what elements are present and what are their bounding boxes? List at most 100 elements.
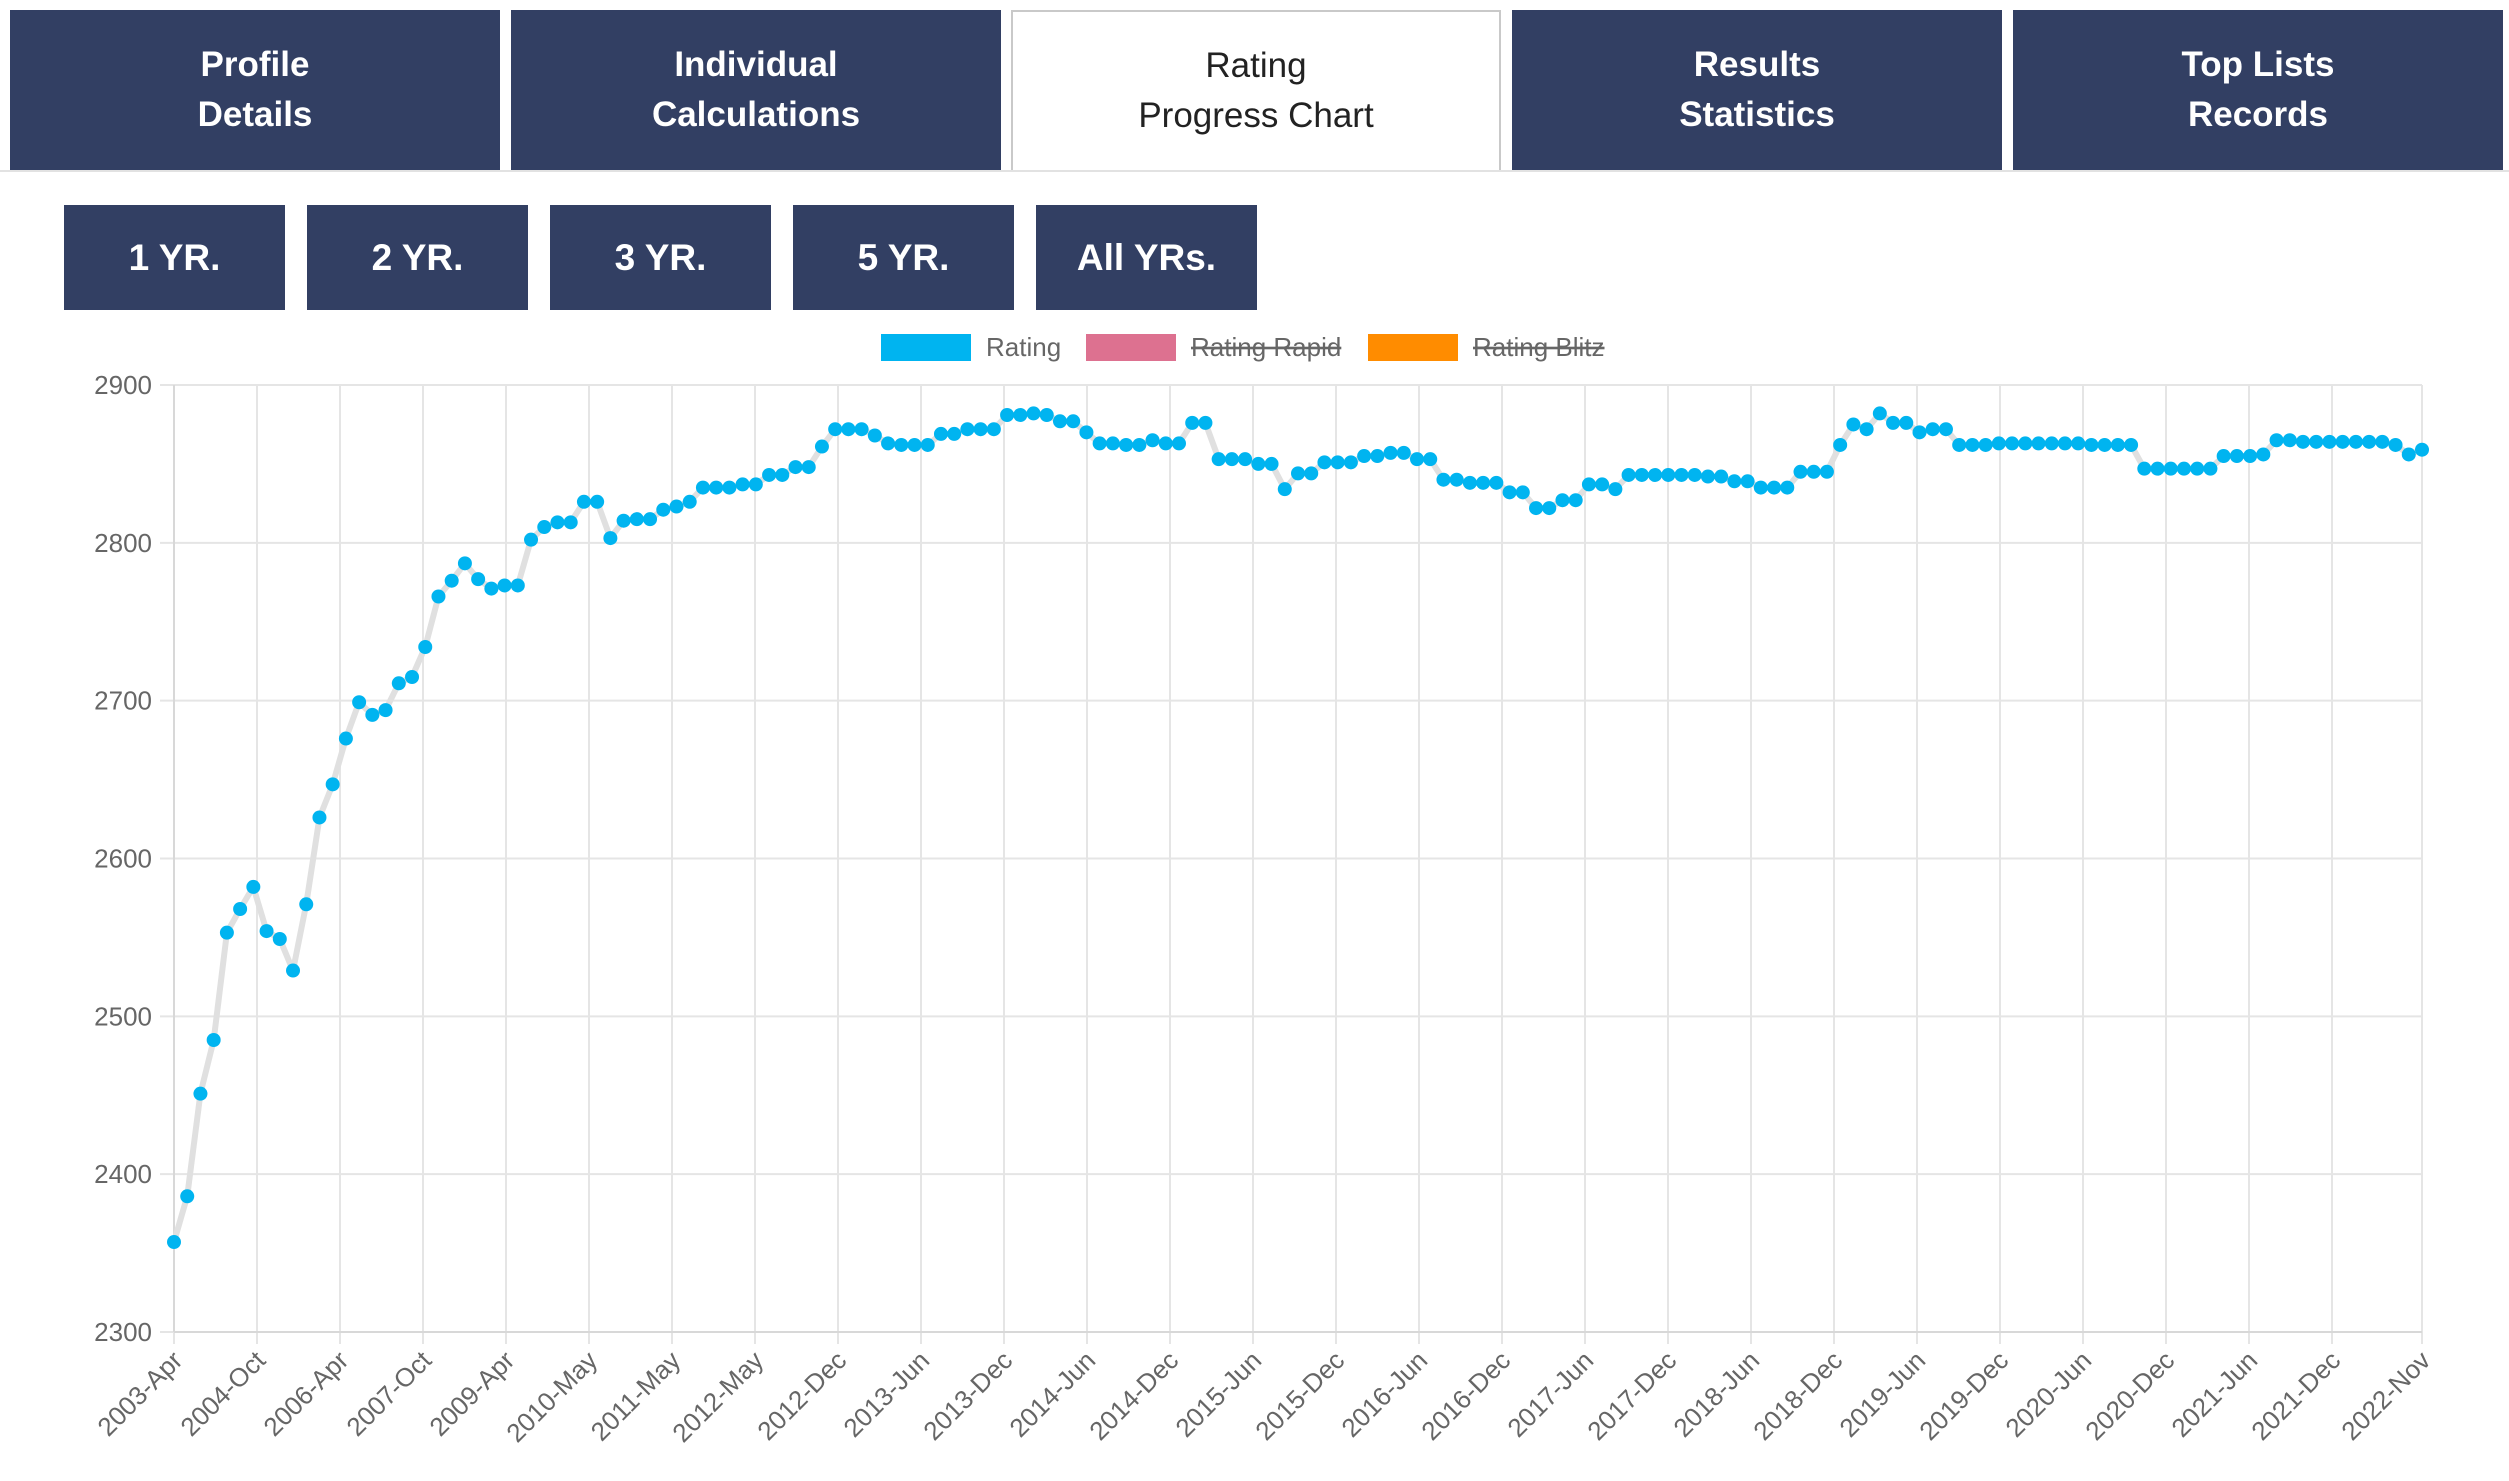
rating-point	[762, 467, 777, 482]
y-tick-label: 2700	[94, 686, 152, 716]
rating-point	[2031, 436, 2046, 451]
rating-point	[629, 512, 644, 527]
rating-point	[2190, 461, 2205, 476]
rating-point	[1661, 467, 1676, 482]
rating-point	[1198, 415, 1213, 430]
rating-point	[1211, 452, 1226, 467]
x-tick-label: 2020-Dec	[2079, 1345, 2180, 1446]
x-tick-label: 2017-Dec	[1581, 1345, 1682, 1446]
rating-point	[828, 422, 843, 437]
rating-point	[2309, 434, 2324, 449]
y-tick-label: 2600	[94, 844, 152, 874]
rating-point	[960, 422, 975, 437]
rating-point	[1277, 482, 1292, 497]
range-all-years-button[interactable]: All YRs.	[1036, 205, 1257, 310]
rating-point	[1515, 485, 1530, 500]
rating-point	[1291, 466, 1305, 481]
rating-point	[1753, 480, 1768, 495]
rating-point	[2057, 436, 2072, 451]
tab-results-statistics[interactable]: Results Statistics	[1512, 10, 2002, 170]
rating-point	[484, 581, 499, 596]
tab-label-line2: Records	[2187, 95, 2329, 134]
range-2yr-button[interactable]: 2 YR.	[307, 205, 528, 310]
range-1yr-button[interactable]: 1 YR.	[64, 205, 285, 310]
rating-point	[1238, 452, 1253, 467]
legend-label: Rating	[986, 332, 1061, 362]
x-tick-label: 2022-Nov	[2335, 1345, 2436, 1446]
rating-point	[590, 494, 605, 509]
rating-point	[2176, 461, 2191, 476]
rating-point	[1965, 437, 1980, 452]
rating-point	[2071, 436, 2086, 451]
rating-series	[167, 406, 2429, 1250]
rating-point	[1317, 455, 1332, 470]
tab-rating-progress-chart[interactable]: Rating Progress Chart	[1011, 10, 1501, 170]
rating-point	[2137, 461, 2152, 476]
rating-point	[1952, 437, 1967, 452]
rating-point	[1595, 477, 1610, 492]
tab-individual-calculations[interactable]: Individual Calculations	[511, 10, 1001, 170]
y-tick-label: 2300	[94, 1317, 152, 1347]
rating-point	[2295, 434, 2310, 449]
rating-point	[1886, 415, 1901, 430]
x-tick-label: 2010-May	[500, 1345, 603, 1448]
rating-point	[312, 810, 327, 825]
chart-grid	[160, 384, 2423, 1344]
rating-point	[1700, 469, 1715, 484]
rating-point	[391, 676, 406, 691]
range-3yr-button[interactable]: 3 YR.	[550, 205, 771, 310]
rating-point	[1727, 474, 1742, 489]
rating-point	[1634, 467, 1649, 482]
rating-point	[2163, 461, 2178, 476]
rating-point	[748, 477, 763, 492]
tab-label-line1: Profile	[200, 45, 310, 84]
rating-point	[1806, 464, 1821, 479]
rating-point	[2401, 447, 2416, 462]
rating-point	[2229, 449, 2244, 464]
rating-point	[1542, 501, 1557, 516]
x-tick-label: 2018-Dec	[1747, 1345, 1848, 1446]
legend-swatch	[1366, 332, 1460, 363]
rating-point	[2322, 434, 2337, 449]
x-tick-label: 2012-Dec	[751, 1345, 852, 1446]
x-tick-label: 2012-May	[666, 1345, 769, 1448]
rating-point	[1529, 501, 1544, 516]
x-tick-label: 2006-Apr	[257, 1345, 354, 1442]
rating-point	[709, 480, 724, 495]
rating-point	[986, 422, 1001, 437]
rating-point	[1899, 415, 1914, 430]
rating-point	[431, 589, 446, 604]
legend-swatch	[1084, 332, 1178, 363]
tab-top-lists-records[interactable]: Top Lists Records	[2013, 10, 2503, 170]
rating-point	[933, 426, 948, 441]
rating-point	[2269, 433, 2284, 448]
legend-label: Rating Blitz	[1473, 332, 1605, 362]
rating-point	[1912, 425, 1927, 440]
rating-point	[1436, 472, 1451, 487]
rating-point	[881, 436, 896, 451]
rating-point	[1052, 414, 1067, 429]
rating-point	[1000, 407, 1015, 422]
rating-point	[1793, 464, 1808, 479]
rating-point	[735, 477, 750, 492]
legend-swatch	[879, 332, 973, 363]
rating-point	[1846, 417, 1861, 432]
rating-point	[1780, 480, 1795, 495]
rating-point	[1224, 452, 1239, 467]
rating-point	[788, 460, 803, 475]
range-5yr-button[interactable]: 5 YR.	[793, 205, 1014, 310]
rating-point	[219, 925, 234, 940]
rating-point	[1158, 436, 1173, 451]
rating-point	[907, 437, 922, 452]
rating-point	[1581, 477, 1596, 492]
rating-point	[2362, 434, 2377, 449]
rating-point	[669, 499, 684, 514]
rating-point	[286, 963, 301, 978]
tab-profile-details[interactable]: Profile Details	[10, 10, 500, 170]
rating-point	[405, 669, 420, 684]
rating-point	[1119, 437, 1134, 452]
rating-point	[1555, 493, 1570, 508]
x-tick-label: 2003-Apr	[91, 1345, 188, 1442]
rating-point	[1410, 452, 1425, 467]
rating-point	[2124, 437, 2139, 452]
